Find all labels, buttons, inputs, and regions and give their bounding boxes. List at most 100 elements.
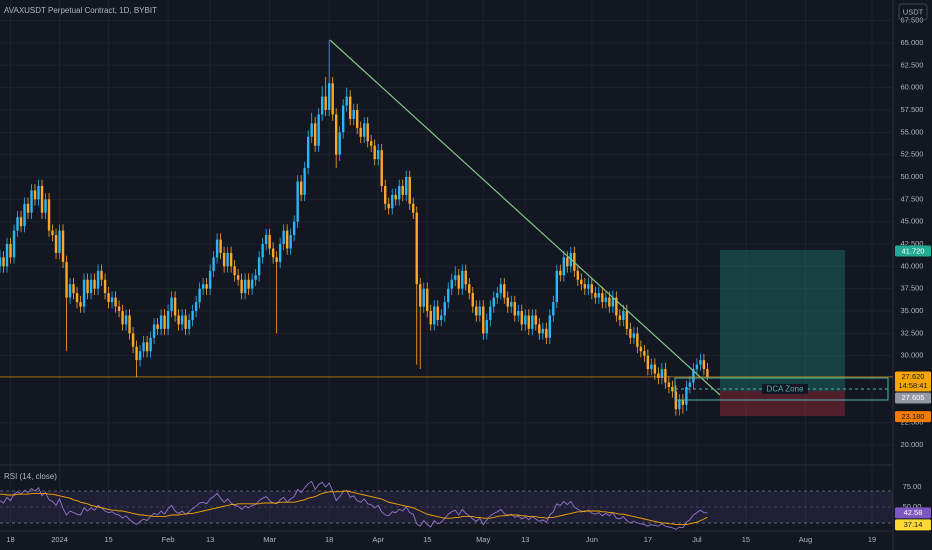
candle-body — [482, 306, 485, 334]
y-tick-label: 20.000 — [901, 440, 924, 449]
candle-body — [405, 176, 408, 195]
candle-body — [639, 346, 643, 352]
candle-body — [257, 257, 261, 276]
candle-body — [429, 311, 432, 325]
candle-body — [93, 279, 96, 289]
candle-body — [152, 324, 156, 338]
candle-body — [131, 333, 135, 347]
candle-body — [489, 306, 492, 320]
candle-body — [478, 306, 481, 316]
currency-button[interactable] — [898, 3, 928, 21]
x-tick-label: May — [476, 535, 490, 544]
candle-body — [26, 203, 30, 213]
candle-body — [552, 302, 555, 316]
candle-body — [205, 284, 208, 289]
price-badge — [895, 392, 931, 404]
target-zone — [720, 250, 845, 391]
candle-body — [33, 190, 37, 200]
candle-body — [103, 279, 107, 294]
candle-body — [117, 306, 121, 312]
candle-body — [618, 315, 622, 320]
candle-body — [75, 293, 79, 303]
candle-body — [278, 243, 282, 262]
candle-body — [61, 230, 65, 262]
candle-body — [219, 239, 222, 253]
candle-body — [310, 123, 313, 137]
x-tick-label: Feb — [162, 535, 175, 544]
candle-body — [324, 96, 327, 110]
rsi-badge — [895, 519, 931, 531]
candle-body — [177, 315, 180, 325]
candle-body — [608, 297, 611, 307]
candle-body — [247, 279, 250, 289]
candle-body — [138, 351, 142, 361]
x-tick-label: 15 — [742, 535, 750, 544]
candle-body — [128, 315, 131, 334]
y-tick-label: 30.000 — [901, 351, 924, 360]
candle-body — [341, 105, 345, 133]
candle-body — [30, 190, 33, 213]
y-tick-label: 47.500 — [901, 194, 924, 203]
candle-body — [331, 83, 334, 115]
price-badge — [895, 245, 931, 257]
candle-body — [562, 257, 566, 276]
candle-body — [678, 400, 681, 410]
x-tick-label: 19 — [868, 535, 876, 544]
grid: 20.000 22.500 30.000 32.500 35.000 37.500 40.0… — [0, 0, 923, 544]
candle-body — [566, 257, 569, 267]
candle-body — [320, 96, 324, 115]
candle-body — [471, 293, 474, 307]
candle-body — [643, 351, 646, 356]
candle-body — [660, 369, 664, 379]
candle-body — [503, 284, 506, 298]
candle-body — [334, 114, 338, 155]
candle-body — [317, 114, 320, 146]
candle-body — [173, 297, 177, 316]
candle-body — [363, 123, 366, 137]
candle-body — [271, 248, 275, 258]
candle-body — [622, 311, 625, 320]
candle-body — [475, 306, 478, 316]
rsi-badge-label: 42.58 — [904, 508, 923, 517]
candle-body — [657, 373, 660, 379]
price-badge — [895, 371, 931, 392]
candle-body — [398, 185, 401, 200]
candle-body — [145, 342, 149, 352]
x-tick-label: Apr — [372, 535, 384, 544]
candle-body — [170, 297, 173, 312]
candle-body — [412, 203, 415, 213]
candle-body — [51, 230, 54, 236]
candle-body — [201, 284, 205, 289]
candle-body — [440, 315, 443, 320]
candle-body — [590, 284, 594, 294]
candle-body — [587, 284, 590, 289]
candle-body — [303, 168, 306, 195]
candle-body — [261, 243, 264, 258]
candle-body — [527, 315, 530, 329]
candle-body — [222, 252, 226, 267]
candle-body — [485, 319, 488, 334]
candle-body — [37, 185, 40, 200]
x-tick-label: 18 — [325, 535, 333, 544]
candle-body — [667, 382, 671, 387]
candle-body — [306, 136, 310, 169]
candle-body — [184, 315, 187, 329]
candle-body — [391, 194, 394, 209]
candle-body — [615, 297, 618, 316]
rsi-tick-label: 50.00 — [903, 502, 922, 511]
candle-body — [348, 96, 352, 119]
price-badge — [895, 411, 931, 423]
candle-body — [313, 123, 317, 146]
candle-body — [44, 199, 47, 213]
candle-body — [191, 311, 194, 320]
currency[interactable]: USDT — [903, 7, 924, 16]
candle-body — [426, 288, 429, 312]
price-badge-label: 27.620 — [902, 372, 925, 381]
candle-body — [468, 284, 471, 294]
price-badge-label: 27.605 — [902, 393, 925, 402]
candle-body — [254, 275, 257, 280]
candle-body — [296, 181, 299, 222]
y-tick-label: 35.000 — [901, 306, 924, 315]
